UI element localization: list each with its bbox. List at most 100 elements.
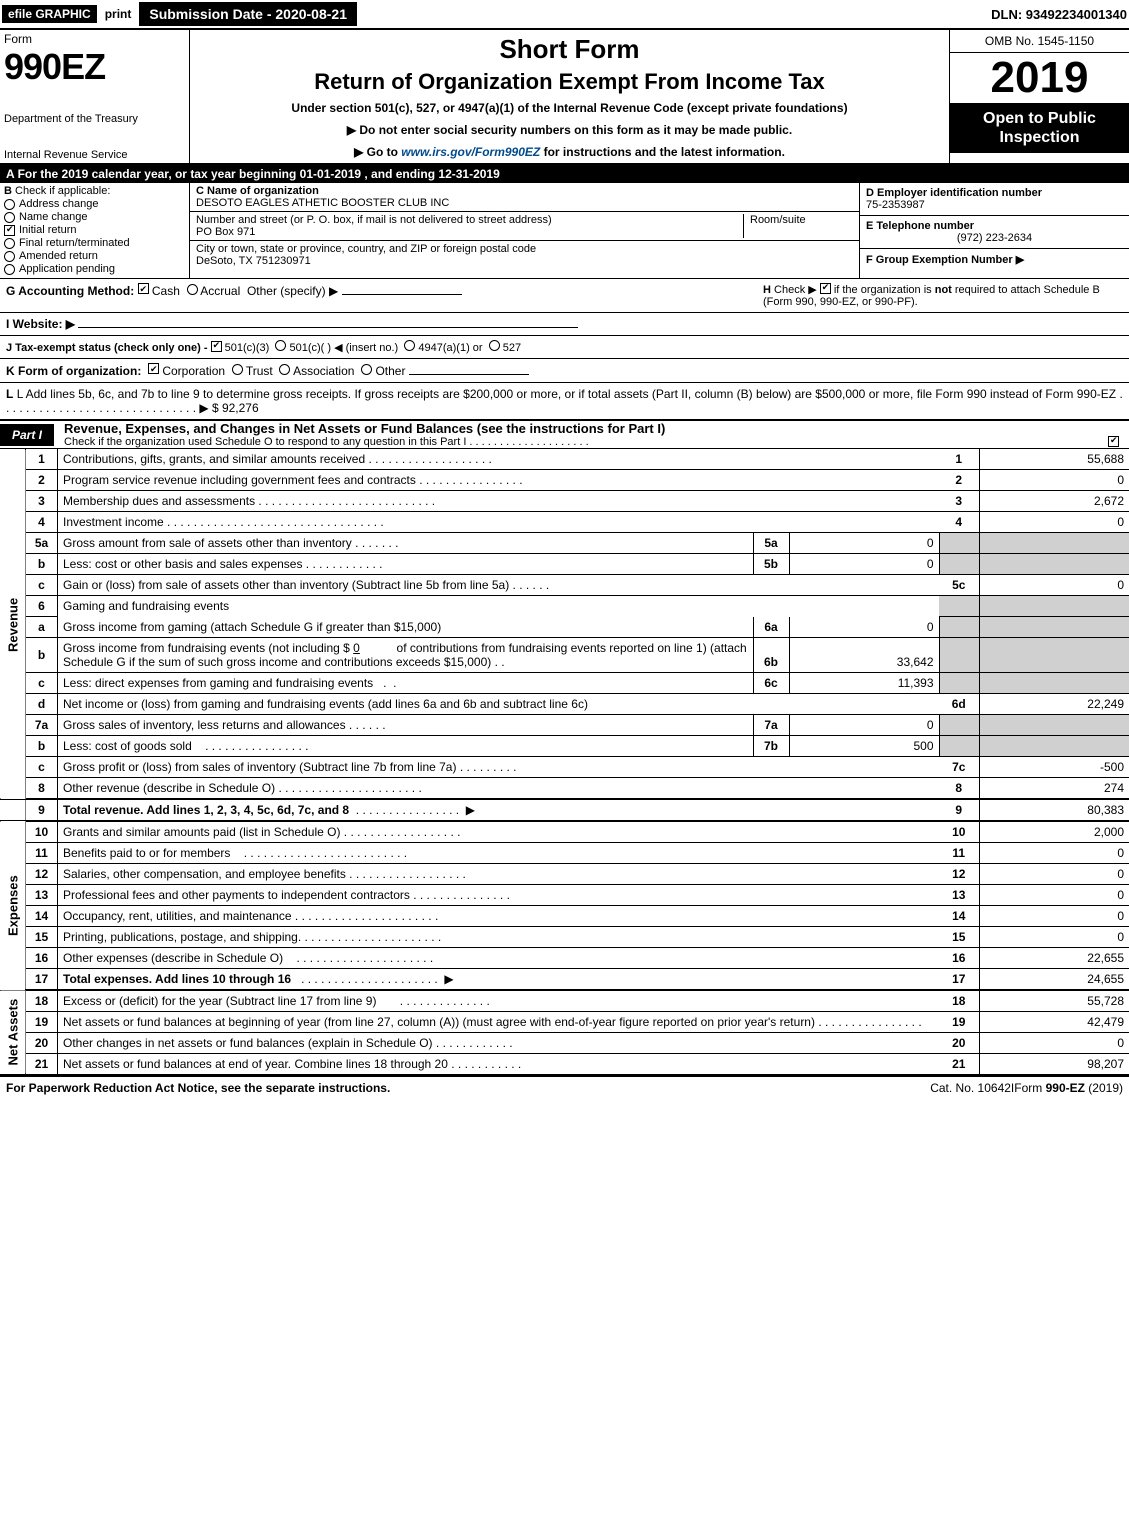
chk-4947[interactable] <box>404 340 415 351</box>
chk-amended[interactable] <box>4 251 15 262</box>
chk-accrual[interactable] <box>187 284 198 295</box>
l13-val: 0 <box>979 885 1129 906</box>
chk-schedule-b[interactable] <box>820 283 831 294</box>
chk-cash[interactable] <box>138 283 149 294</box>
l5b-inum: 5b <box>753 554 789 575</box>
website-input[interactable] <box>78 327 578 328</box>
l13-num: 13 <box>939 885 979 906</box>
l7a-desc: Gross sales of inventory, less returns a… <box>63 718 346 732</box>
l6d-val: 22,249 <box>979 694 1129 715</box>
chk-app-pending[interactable] <box>4 264 15 275</box>
line-5a: 5a Gross amount from sale of assets othe… <box>0 533 1129 554</box>
side-expenses: Expenses <box>0 821 26 990</box>
line-17: 17 Total expenses. Add lines 10 through … <box>0 969 1129 991</box>
l5c-val: 0 <box>979 575 1129 596</box>
l6b-ival: 33,642 <box>789 638 939 673</box>
part1-header: Part I Revenue, Expenses, and Changes in… <box>0 420 1129 449</box>
chk-trust[interactable] <box>232 364 243 375</box>
l11-val: 0 <box>979 843 1129 864</box>
org-name: DESOTO EAGLES ATHETIC BOOSTER CLUB INC <box>196 197 449 209</box>
lbl-501c: 501(c)( ) ◀ (insert no.) <box>289 342 398 354</box>
chk-schedule-o[interactable] <box>1108 436 1119 447</box>
form-header: Form 990EZ Department of the Treasury In… <box>0 30 1129 165</box>
l16-desc: Other expenses (describe in Schedule O) <box>63 951 283 965</box>
lbl-527: 527 <box>503 342 521 354</box>
line-16: 16 Other expenses (describe in Schedule … <box>0 948 1129 969</box>
section-b: B Check if applicable: Address change Na… <box>0 183 190 278</box>
line-6c: c Less: direct expenses from gaming and … <box>0 673 1129 694</box>
l14-desc: Occupancy, rent, utilities, and maintena… <box>63 909 292 923</box>
l17-desc: Total expenses. Add lines 10 through 16 <box>63 972 291 986</box>
chk-assoc[interactable] <box>279 364 290 375</box>
footer-mid: Cat. No. 10642I <box>930 1081 1014 1095</box>
info-block: B Check if applicable: Address change Na… <box>0 183 1129 279</box>
line-5c: c Gain or (loss) from sale of assets oth… <box>0 575 1129 596</box>
period-text: For the 2019 calendar year, or tax year … <box>18 167 500 181</box>
efile-graphic-button[interactable]: efile GRAPHIC <box>2 5 97 23</box>
l21-desc: Net assets or fund balances at end of ye… <box>63 1057 448 1071</box>
short-form-title: Short Form <box>198 34 941 65</box>
c-name-label: C Name of organization <box>196 185 319 197</box>
lbl-final-return: Final return/terminated <box>19 237 130 249</box>
city-label: City or town, state or province, country… <box>196 243 536 255</box>
chk-other-org[interactable] <box>361 364 372 375</box>
line-7a: 7a Gross sales of inventory, less return… <box>0 715 1129 736</box>
part1-title: Revenue, Expenses, and Changes in Net As… <box>54 421 1129 436</box>
l15-desc: Printing, publications, postage, and shi… <box>63 930 301 944</box>
footer-right: Form 990-EZ (2019) <box>1014 1081 1123 1095</box>
line-8: 8 Other revenue (describe in Schedule O)… <box>0 778 1129 800</box>
chk-527[interactable] <box>489 340 500 351</box>
line-6: 6 Gaming and fundraising events <box>0 596 1129 617</box>
k-label: K Form of organization: <box>6 364 141 378</box>
lbl-4947: 4947(a)(1) or <box>418 342 482 354</box>
part1-table: Revenue 1 Contributions, gifts, grants, … <box>0 449 1129 1075</box>
irs-link[interactable]: www.irs.gov/Form990EZ <box>401 145 540 159</box>
l1-val: 55,688 <box>979 449 1129 470</box>
room-label: Room/suite <box>750 214 806 226</box>
ein-value: 75-2353987 <box>866 199 925 211</box>
l12-desc: Salaries, other compensation, and employ… <box>63 867 346 881</box>
other-org-input[interactable] <box>409 374 529 375</box>
street-label: Number and street (or P. O. box, if mail… <box>196 214 552 226</box>
chk-501c3[interactable] <box>211 341 222 352</box>
chk-501c[interactable] <box>275 340 286 351</box>
l6c-ival: 11,393 <box>789 673 939 694</box>
dept-treasury: Department of the Treasury <box>4 113 185 125</box>
tax-period: A For the 2019 calendar year, or tax yea… <box>0 165 1129 183</box>
goto-post: for instructions and the latest informat… <box>544 145 785 159</box>
ssn-notice: Do not enter social security numbers on … <box>198 123 941 137</box>
chk-corp[interactable] <box>148 363 159 374</box>
chk-initial-return[interactable] <box>4 225 15 236</box>
subtitle: Under section 501(c), 527, or 4947(a)(1)… <box>198 101 941 115</box>
l3-desc: Membership dues and assessments <box>63 494 255 508</box>
l15-num: 15 <box>939 927 979 948</box>
l9-desc: Total revenue. Add lines 1, 2, 3, 4, 5c,… <box>63 803 349 817</box>
top-bar: efile GRAPHIC print Submission Date - 20… <box>0 0 1129 30</box>
print-link[interactable]: print <box>105 7 132 21</box>
l5a-inum: 5a <box>753 533 789 554</box>
l19-num: 19 <box>939 1012 979 1033</box>
l3-num: 3 <box>939 491 979 512</box>
l11-num: 11 <box>939 843 979 864</box>
line-15: 15 Printing, publications, postage, and … <box>0 927 1129 948</box>
chk-name-change[interactable] <box>4 212 15 223</box>
line-19: 19 Net assets or fund balances at beginn… <box>0 1012 1129 1033</box>
tax-year: 2019 <box>950 53 1129 103</box>
chk-final-return[interactable] <box>4 238 15 249</box>
l8-num: 8 <box>939 778 979 800</box>
l1-desc: Contributions, gifts, grants, and simila… <box>63 452 365 466</box>
line-7c: c Gross profit or (loss) from sales of i… <box>0 757 1129 778</box>
other-method-input[interactable] <box>342 294 462 295</box>
l20-num: 20 <box>939 1033 979 1054</box>
header-right: OMB No. 1545-1150 2019 Open to Public In… <box>949 30 1129 163</box>
l16-num: 16 <box>939 948 979 969</box>
line-3: 3 Membership dues and assessments . . . … <box>0 491 1129 512</box>
line-13: 13 Professional fees and other payments … <box>0 885 1129 906</box>
section-def: D Employer identification number 75-2353… <box>859 183 1129 278</box>
group-exemption-label: F Group Exemption Number ▶ <box>866 254 1024 266</box>
line-20: 20 Other changes in net assets or fund b… <box>0 1033 1129 1054</box>
line-2: 2 Program service revenue including gove… <box>0 470 1129 491</box>
l21-val: 98,207 <box>979 1054 1129 1075</box>
chk-address-change[interactable] <box>4 199 15 210</box>
l6a-desc: Gross income from gaming (attach Schedul… <box>63 620 441 634</box>
